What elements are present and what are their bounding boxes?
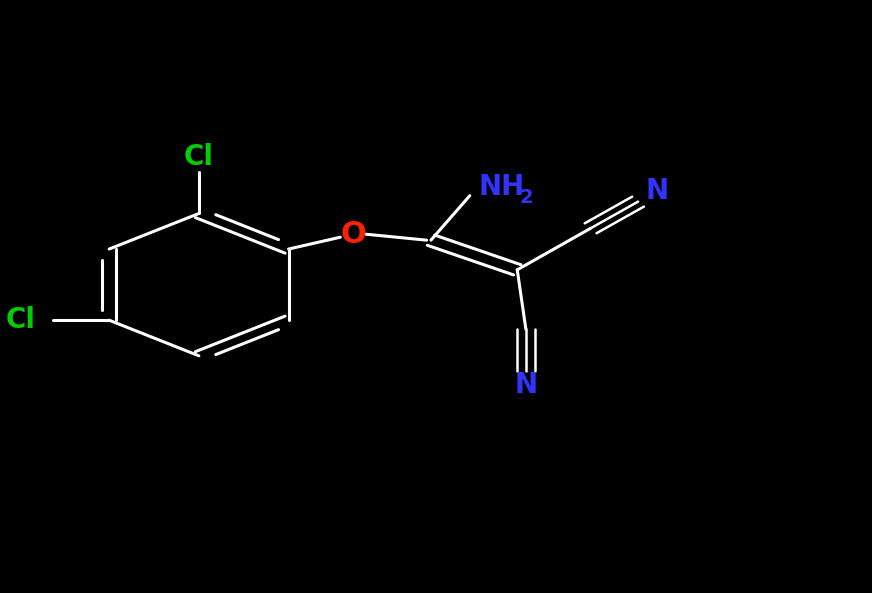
Text: N: N [645, 177, 669, 205]
Text: 2: 2 [520, 188, 534, 207]
Text: O: O [340, 220, 366, 248]
Text: NH: NH [479, 173, 525, 201]
Text: N: N [514, 371, 537, 400]
Text: Cl: Cl [184, 143, 214, 171]
Text: Cl: Cl [6, 306, 36, 334]
